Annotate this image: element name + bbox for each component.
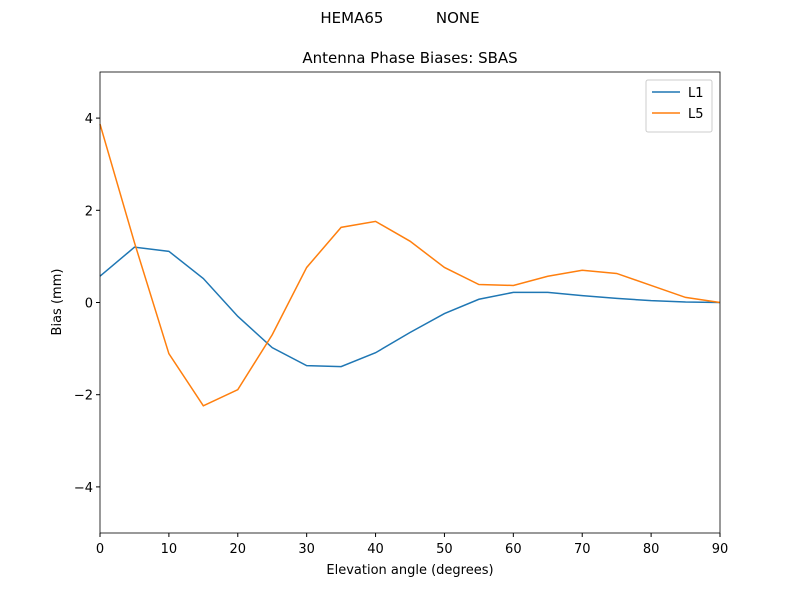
x-tick-label: 40 <box>367 542 384 557</box>
x-tick-label: 90 <box>712 542 729 557</box>
x-tick-label: 0 <box>96 542 104 557</box>
legend-box <box>645 79 713 133</box>
x-tick-label: 70 <box>574 542 591 557</box>
y-tick-label: 4 <box>85 112 93 127</box>
legend-label: L1 <box>688 86 704 101</box>
y-tick-label: 0 <box>85 297 93 312</box>
plot-frame <box>99 71 721 534</box>
y-tick-label: −4 <box>74 481 93 496</box>
y-tick-label: 2 <box>85 204 93 219</box>
x-tick-label: 50 <box>436 542 453 557</box>
series-line <box>99 123 721 407</box>
x-tick-label: 20 <box>230 542 247 557</box>
chart-title: Antenna Phase Biases: SBAS <box>302 49 517 67</box>
x-axis-label: Elevation angle (degrees) <box>326 563 493 578</box>
series-line <box>99 246 721 368</box>
legend-label: L5 <box>688 107 704 122</box>
x-tick-label: 10 <box>161 542 178 557</box>
x-tick-label: 60 <box>505 542 522 557</box>
y-tick-label: −2 <box>74 389 93 404</box>
suptitle: HEMA65 NONE <box>320 9 479 27</box>
y-axis-label: Bias (mm) <box>50 269 65 336</box>
x-tick-label: 80 <box>643 542 660 557</box>
x-tick-label: 30 <box>298 542 315 557</box>
